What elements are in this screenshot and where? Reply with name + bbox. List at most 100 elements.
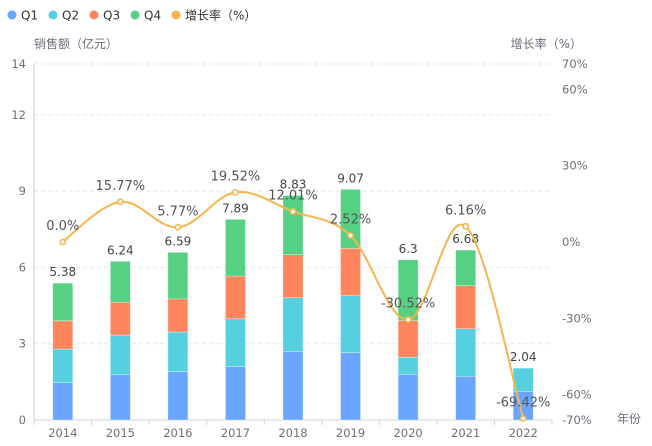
growth-label: -69.42% <box>496 396 550 411</box>
bar-segment-q3 <box>110 301 131 336</box>
legend-marker-Q3 <box>89 10 99 20</box>
total-labels: 5.386.246.597.898.83 9.076.36.682.04 <box>49 171 536 364</box>
legend-marker-Q1 <box>7 10 17 20</box>
x-tick-label: 2015 <box>106 426 135 440</box>
y-axis-title: 销售额（亿元） <box>34 36 118 51</box>
bar-segment-q3 <box>397 320 419 358</box>
x-tick-label: 2020 <box>393 426 422 440</box>
bar-segment-q1 <box>225 366 246 421</box>
y2-tick-label: 70% <box>562 57 588 71</box>
bar-segment-q3 <box>455 285 476 330</box>
x-tick-label: 2019 <box>336 426 365 440</box>
y2-tick-label: 30% <box>562 159 588 173</box>
legend-label: Q3 <box>103 9 120 23</box>
growth-point <box>116 198 124 206</box>
legend-label: 增长率（%） <box>185 8 256 23</box>
x-tick-label: 2018 <box>278 426 307 440</box>
legend-label: Q4 <box>144 9 161 23</box>
bar-segment-q2 <box>397 356 419 375</box>
bar-segment-q2 <box>110 334 131 376</box>
growth-label: 19.52% <box>211 169 261 184</box>
bar-segment-q1 <box>340 352 361 421</box>
growth-point <box>347 232 354 239</box>
bar-segment-q1 <box>52 382 74 421</box>
total-label: 6.24 <box>107 243 134 257</box>
growth-point <box>462 222 470 230</box>
legend-marker-Q4 <box>130 10 140 20</box>
x-tick-label: 2017 <box>221 426 250 440</box>
legend-label: Q2 <box>62 9 79 23</box>
y2-tick-label: -60% <box>562 388 592 402</box>
bar-segment-q2 <box>167 331 189 372</box>
bar-segment-q4 <box>225 219 246 277</box>
y2-axis: -70% -60% -30% 0% 30% 60% 70% <box>562 57 592 427</box>
y2-axis-title: 增长率（%） <box>511 36 582 51</box>
bar-segment-q4 <box>167 252 189 300</box>
bar-segment-q3 <box>225 275 246 320</box>
growth-label: -30.52% <box>381 297 435 312</box>
x-tick-label: 2022 <box>509 426 538 440</box>
bars <box>52 189 534 421</box>
bar-segment-q1 <box>397 373 419 421</box>
y-tick-label: 3 <box>19 337 26 351</box>
total-label: 7.89 <box>222 201 249 215</box>
total-label: 6.59 <box>165 234 192 248</box>
bar-segment-q1 <box>282 351 304 421</box>
y-tick-label: 12 <box>11 108 26 122</box>
growth-label: 15.77% <box>96 179 146 194</box>
y-tick-label: 0 <box>19 413 26 427</box>
x-tick-label: 2021 <box>451 426 480 440</box>
bar-segment-q2 <box>340 295 361 353</box>
x-axis: 2014 2015 2016 2017 2018 2019 2020 2021 2022 <box>33 419 553 440</box>
bar-segment-q2 <box>282 297 304 352</box>
growth-label: 5.77% <box>157 204 198 219</box>
total-label: 8.83 <box>280 177 307 191</box>
growth-label: 6.16% <box>445 203 486 218</box>
bar-segment-q2 <box>225 318 246 367</box>
y2-tick-label: -30% <box>562 311 592 325</box>
y-axis: 0 3 6 9 12 14 <box>11 57 35 427</box>
growth-label: 0.0% <box>46 219 79 234</box>
legend: Q1 Q2 Q3 Q4 增长率（%） <box>7 8 256 23</box>
bar-segment-q2 <box>455 328 476 377</box>
growth-point <box>174 223 182 231</box>
y2-tick-label: -70% <box>562 413 592 427</box>
bar-segment-q4 <box>340 189 361 249</box>
x-tick-label: 2014 <box>48 426 77 440</box>
total-label: 9.07 <box>337 171 364 185</box>
y-tick-label: 9 <box>19 184 26 198</box>
y-tick-label: 6 <box>19 260 26 274</box>
x-tick-label: 2016 <box>163 426 192 440</box>
growth-point <box>404 316 412 324</box>
bar-segment-q3 <box>340 248 361 296</box>
bar-segment-q3 <box>167 298 189 333</box>
bar-segment-q2 <box>52 348 74 383</box>
y-tick-label: 14 <box>11 57 26 71</box>
growth-point <box>519 415 527 422</box>
bar-segment-q1 <box>110 374 131 421</box>
growth-point <box>59 238 67 246</box>
y2-tick-label: 60% <box>562 82 588 96</box>
legend-marker- <box>171 10 181 20</box>
total-label: 6.3 <box>399 242 418 256</box>
growth-point <box>289 208 297 215</box>
x-axis-title: 年份 <box>617 412 641 426</box>
bar-segment-q1 <box>167 371 189 421</box>
bar-segment-q4 <box>110 261 131 303</box>
total-label: 2.04 <box>510 350 537 364</box>
bar-segment-q3 <box>282 254 304 298</box>
bar-segment-q1 <box>455 375 476 421</box>
bar-segment-q4 <box>282 195 304 256</box>
growth-point <box>232 188 239 196</box>
legend-label: Q1 <box>21 9 38 23</box>
bar-segment-q4 <box>52 282 74 322</box>
growth-label: 2.52% <box>330 213 371 228</box>
growth-line: 0.0% 15.77% 5.77% 19.52% 12.01% 2.52% -30.52% 6… <box>46 169 550 422</box>
total-label: 5.38 <box>49 265 76 279</box>
growth-label: 12.01% <box>268 188 318 203</box>
bar-segment-q4 <box>455 249 476 287</box>
y2-tick-label: 0% <box>562 235 580 249</box>
legend-marker-Q2 <box>48 10 58 20</box>
bar-segment-q3 <box>52 320 74 350</box>
